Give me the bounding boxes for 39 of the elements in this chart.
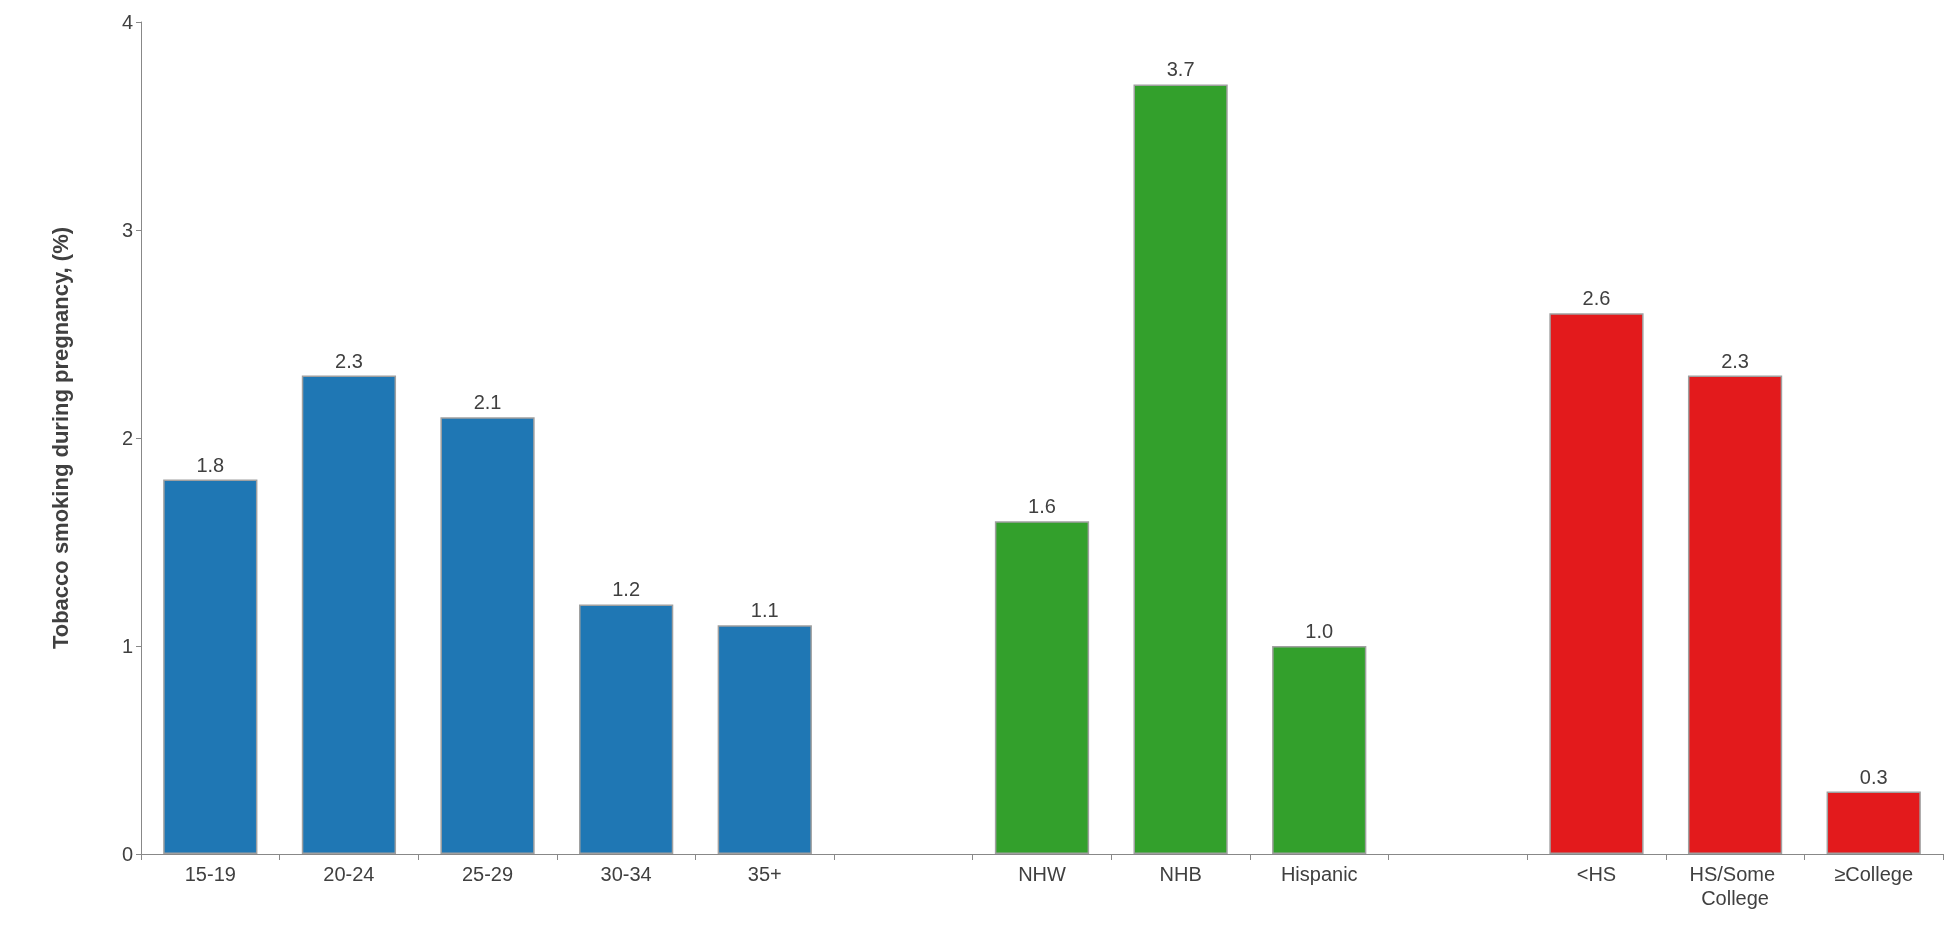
bar [579, 604, 674, 854]
y-tick-label: 3 [121, 219, 133, 241]
y-tick-label: 4 [121, 11, 133, 33]
bar [1272, 646, 1367, 854]
bar [1687, 375, 1783, 854]
data-label: 2.3 [1721, 349, 1749, 372]
x-tick-label: 20-24 [323, 863, 375, 885]
y-tick-label: 2 [121, 427, 133, 449]
bar [163, 479, 258, 854]
x-tick-label: <HS [1576, 863, 1617, 885]
y-axis-title: Tobacco smoking during pregnancy, (%) [47, 226, 73, 650]
bar [440, 417, 535, 854]
data-label: 2.6 [1582, 287, 1611, 310]
data-label: 2.3 [335, 349, 363, 372]
x-tick-label: 15-19 [184, 863, 236, 885]
data-label: 1.6 [1028, 495, 1056, 518]
bar [717, 625, 812, 854]
data-label: 1.0 [1305, 620, 1334, 642]
x-tick-label: 25-29 [461, 863, 514, 885]
y-tick-label: 0 [121, 843, 133, 865]
x-tick-label: 35+ [747, 863, 782, 885]
data-label: 1.2 [612, 578, 641, 601]
data-label: 1.8 [196, 453, 225, 476]
x-tick-label: HS/Some College [1689, 863, 1781, 909]
data-label: 2.1 [473, 391, 502, 414]
data-label: 1.1 [750, 599, 779, 622]
bar [301, 375, 397, 854]
bar [1133, 84, 1228, 854]
x-tick-label: NHB [1159, 863, 1202, 885]
y-tick-label: 1 [121, 635, 133, 657]
x-tick-label: 30-34 [600, 863, 652, 885]
x-tick-label: NHW [1018, 863, 1066, 885]
x-tick-label: Hispanic [1280, 863, 1358, 885]
x-tick-label: ≥College [1834, 863, 1914, 885]
data-label: 3.7 [1166, 58, 1195, 81]
data-label: 0.3 [1859, 765, 1888, 788]
bar [1549, 313, 1644, 854]
bar [1826, 791, 1921, 854]
bar [994, 521, 1090, 854]
